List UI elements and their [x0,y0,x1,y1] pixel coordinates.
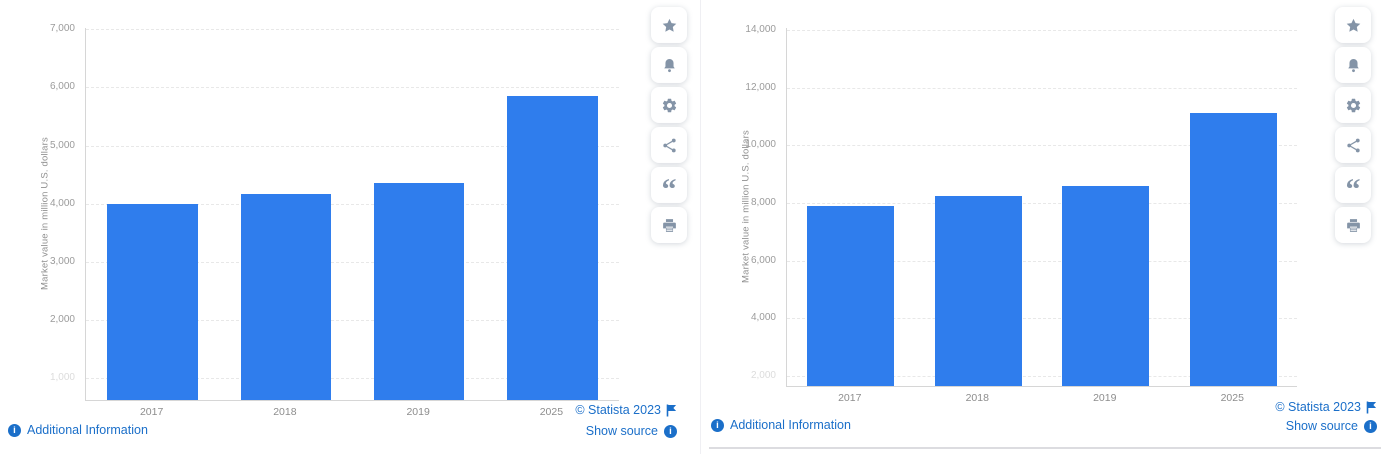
x-axis-tick-label: 2018 [273,406,297,418]
bar-2018[interactable] [240,193,332,400]
chart-toolbar: “ [1335,7,1371,243]
favorite-button[interactable] [651,7,687,43]
star-icon [1345,17,1362,34]
gridline [787,260,1297,262]
additional-information-link[interactable]: i Additional Information [8,423,148,438]
gridline [787,375,1297,377]
gridline [787,87,1297,89]
gridline [787,145,1297,147]
bar-2025[interactable] [1189,113,1277,386]
flag-icon [666,404,677,417]
y-axis-tick-label: 12,000 [745,81,776,93]
bar-2025[interactable] [507,96,598,400]
y-axis-tick-label: 2,000 [49,314,75,326]
show-source-link[interactable]: Show source i [586,424,677,439]
bell-icon [1345,57,1362,74]
additional-information-label: Additional Information [27,423,148,437]
info-icon: i [8,424,21,437]
additional-information-label: Additional Information [730,418,851,432]
gridline [86,378,619,380]
gridline [86,145,619,147]
share-button[interactable] [651,127,687,163]
y-axis-tick-label: 5,000 [49,139,75,151]
cite-button[interactable]: “ [651,167,687,206]
statista-credit-label: © Statista 2023 [1275,400,1361,414]
gridline [86,320,619,322]
gridline [86,203,619,205]
x-axis-tick-label: 2017 [139,406,164,418]
y-axis-tick-label: 14,000 [745,24,776,36]
gridline [86,261,619,263]
x-axis-tick-label: 2025 [539,406,564,418]
x-axis-tick-label: 2017 [838,392,862,404]
bar-2019[interactable] [1062,185,1150,386]
statista-chart-widget-right: Market value in million U.S. dollars “ ©… [700,0,1381,454]
gridline [86,87,619,89]
bar-2017[interactable] [107,204,198,400]
statista-chart-widget-left: Market value in million U.S. dollars “ ©… [8,7,687,439]
flag-icon [1366,401,1377,414]
print-button[interactable] [1335,207,1371,243]
print-button[interactable] [651,207,687,243]
show-source-label: Show source [585,424,658,438]
bar-2018[interactable] [934,195,1022,386]
y-axis-tick-label: 4,000 [750,312,776,324]
x-axis-tick-label: 2019 [406,406,430,418]
gridline [787,203,1297,205]
settings-button[interactable] [651,87,687,123]
additional-information-link[interactable]: i Additional Information [711,418,851,433]
star-icon [661,17,678,34]
y-axis-tick-label: 4,000 [49,197,75,209]
x-axis-tick-label: 2018 [965,392,989,404]
plot-area [786,28,1297,387]
y-axis-tick-label: 7,000 [49,23,75,35]
settings-button[interactable] [1335,87,1371,123]
x-axis-tick-label: 2025 [1220,392,1244,404]
info-icon: i [711,419,724,432]
y-axis-tick-label: 6,000 [750,254,776,266]
plot-area [85,28,619,401]
bell-icon [661,57,678,74]
bar-2019[interactable] [373,183,465,400]
favorite-button[interactable] [1335,7,1371,43]
cite-button[interactable]: “ [1335,167,1371,206]
share-icon [1345,137,1362,154]
share-button[interactable] [1335,127,1371,163]
statista-credit-label: © Statista 2023 [575,403,661,417]
gridline [86,29,619,31]
gridline [787,318,1297,320]
info-icon: i [664,425,677,438]
notifications-button[interactable] [651,47,687,83]
chart-toolbar: “ [651,7,687,243]
gear-icon [661,97,678,114]
y-axis-tick-label: 6,000 [49,81,75,93]
y-axis-tick-label: 2,000 [750,369,776,381]
show-source-link[interactable]: Show source i [1286,419,1377,434]
printer-icon [1345,217,1362,234]
y-axis-tick-label: 10,000 [745,139,776,151]
bottom-divider [709,447,1381,449]
y-axis-tick-label: 3,000 [49,255,75,267]
share-icon [661,137,678,154]
x-axis-tick-label: 2019 [1093,392,1117,404]
gear-icon [1345,97,1362,114]
y-axis-tick-label: 1,000 [49,372,75,384]
bar-2017[interactable] [807,205,895,386]
info-icon: i [1364,420,1377,433]
y-axis-tick-label: 8,000 [750,197,776,209]
notifications-button[interactable] [1335,47,1371,83]
show-source-label: Show source [1285,419,1358,433]
gridline [787,30,1297,32]
quote-icon: “ [1345,172,1361,206]
statista-credit-link[interactable]: © Statista 2023 [575,403,677,418]
printer-icon [661,217,678,234]
quote-icon: “ [661,172,677,206]
statista-credit-link[interactable]: © Statista 2023 [1275,400,1377,415]
